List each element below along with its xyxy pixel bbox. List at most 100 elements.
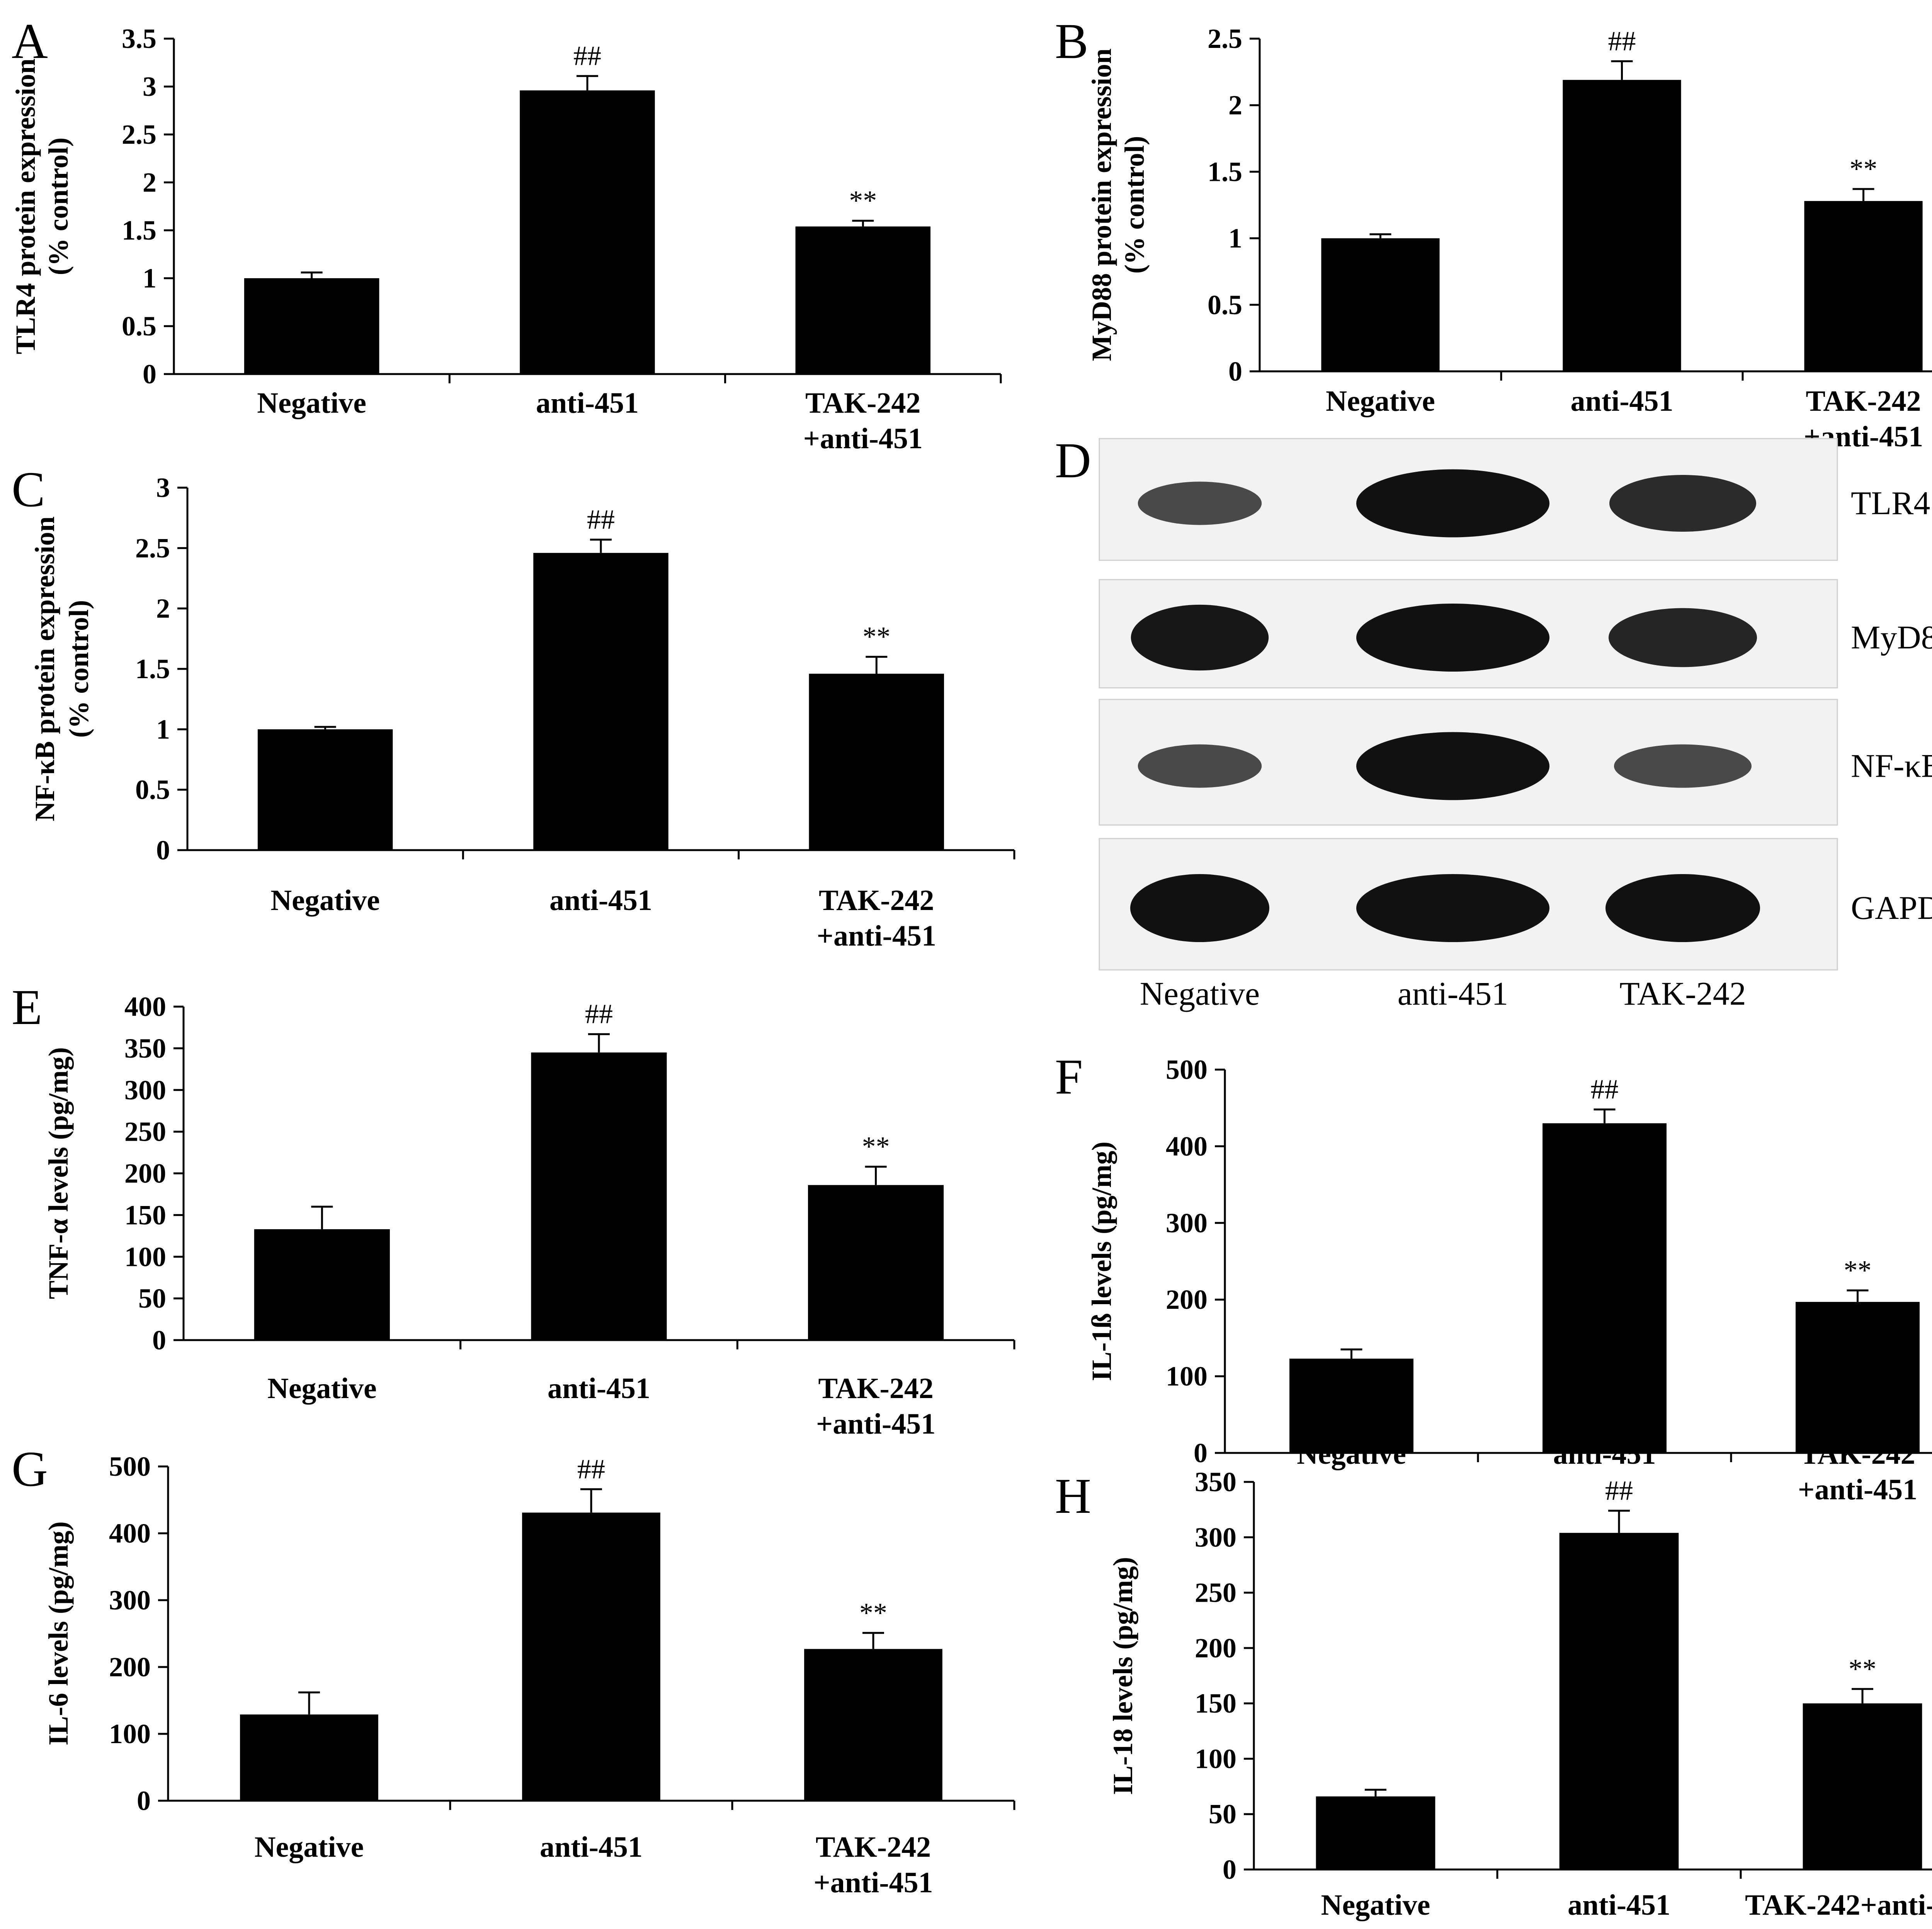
y-tick-label: 250 — [124, 1116, 166, 1147]
y-tick-label: 150 — [124, 1199, 166, 1230]
y-tick-label: 250 — [1195, 1577, 1236, 1608]
panel-letter: B — [1055, 14, 1088, 69]
y-tick-label: 300 — [124, 1075, 166, 1106]
panel-letter: E — [12, 980, 42, 1035]
y-tick-label: 3 — [143, 71, 156, 102]
y-tick-label: 400 — [124, 991, 166, 1022]
y-tick-label: 100 — [1166, 1361, 1208, 1392]
y-tick-label: 500 — [1166, 1054, 1208, 1085]
y-tick-label: 2 — [143, 167, 156, 198]
bar — [1803, 1703, 1922, 1869]
y-tick-label: 2.5 — [135, 532, 170, 563]
significance-label: ** — [1849, 1653, 1876, 1684]
y-tick-label: 3 — [156, 472, 170, 503]
y-tick-label: 0.5 — [122, 311, 156, 342]
category-label: anti-451 — [1568, 1889, 1670, 1921]
y-tick-label: 400 — [1166, 1131, 1208, 1162]
category-label: +anti-451 — [813, 1866, 933, 1899]
y-tick-label: 50 — [138, 1283, 166, 1314]
category-label: +anti-451 — [817, 920, 936, 952]
y-tick-label: 150 — [1195, 1688, 1236, 1719]
blot-band — [1130, 874, 1269, 942]
category-label: anti-451 — [549, 884, 652, 917]
blot-band — [1131, 604, 1269, 671]
y-tick-label: 100 — [109, 1718, 151, 1749]
y-tick-label: 350 — [1195, 1466, 1236, 1497]
y-tick-label: 1 — [143, 263, 156, 294]
category-label: Negative — [1326, 385, 1435, 417]
panel-letter: H — [1055, 1468, 1091, 1524]
category-label: anti-451 — [536, 387, 639, 419]
significance-label: ## — [585, 999, 613, 1029]
blot-band — [1609, 475, 1756, 532]
chart-panel-C: C 0 0.5 1 1.5 2 2.5 3 Negative ## anti-451 ** TAK-24… — [12, 462, 1015, 952]
y-tick-label: 350 — [124, 1033, 166, 1064]
category-label: Negative — [267, 1372, 377, 1405]
bar — [1796, 1302, 1920, 1453]
y-axis-label: IL-1ß levels (pg/mg) — [1086, 1141, 1117, 1381]
blot-band — [1356, 469, 1549, 538]
panel-letter: D — [1055, 433, 1091, 488]
category-label: anti-451 — [548, 1372, 650, 1405]
category-label: Negative — [257, 387, 366, 419]
y-tick-label: 3.5 — [122, 23, 156, 54]
category-label: anti-451 — [1571, 385, 1673, 417]
panel-letter: A — [12, 14, 48, 69]
category-label: +anti-451 — [803, 422, 923, 455]
bar — [1289, 1358, 1413, 1453]
y-axis-label: (% control) — [43, 138, 74, 276]
y-tick-label: 0 — [143, 359, 156, 390]
blot-band — [1356, 732, 1549, 800]
blot-band — [1356, 604, 1549, 672]
bar — [257, 729, 393, 850]
chart-panel-H: H 0 50 100 150 200 250 300 350 Negative ## anti-451… — [1055, 1466, 1932, 1921]
y-tick-label: 0 — [152, 1325, 166, 1356]
blot-lane-label: anti-451 — [1398, 975, 1509, 1012]
category-label: Negative — [1321, 1889, 1430, 1921]
panel-letter: F — [1055, 1049, 1083, 1105]
blot-row-label: GAPDH — [1851, 889, 1932, 926]
y-tick-label: 400 — [109, 1518, 151, 1549]
blot-band — [1138, 481, 1262, 525]
y-tick-label: 0 — [1223, 1854, 1236, 1885]
blot-lane-label: Negative — [1140, 975, 1260, 1012]
bar — [808, 1185, 944, 1340]
chart-panel-B: B 0 0.5 1 1.5 2 2.5 Negative ## anti-451 ** TAK-242… — [1055, 14, 1932, 453]
blot-row-label: MyD88 — [1851, 619, 1932, 656]
category-label: +anti-451 — [1798, 1473, 1917, 1506]
blot-row-label: TLR4 — [1851, 485, 1930, 522]
y-axis-label: IL-18 levels (pg/mg) — [1107, 1557, 1138, 1795]
y-axis-label: (% control) — [63, 600, 94, 738]
y-tick-label: 100 — [1195, 1743, 1236, 1774]
significance-label: ## — [573, 41, 601, 71]
bar — [522, 1512, 660, 1801]
bar — [533, 553, 668, 850]
blot-band — [1605, 874, 1760, 942]
y-tick-label: 1 — [1228, 223, 1242, 254]
western-blot-panel: D TLR4 MyD88 NF-κB GAPDH Negative anti-451 TAK-… — [1055, 433, 1932, 1012]
y-tick-label: 200 — [1166, 1284, 1208, 1315]
bar — [240, 1714, 378, 1801]
category-label: Negative — [1297, 1438, 1406, 1470]
y-tick-label: 100 — [124, 1241, 166, 1272]
y-axis-label: IL-6 levels (pg/mg) — [43, 1521, 74, 1745]
y-axis-label: NF-κB protein expression — [29, 516, 60, 821]
chart-panel-E: E 0 50 100 150 200 250 300 350 400 Negative ## anti-… — [12, 980, 1015, 1440]
significance-label: ## — [577, 1454, 605, 1485]
bar — [1321, 238, 1440, 371]
chart-panel-G: G 0 100 200 300 400 500 Negative ## anti-451 ** TAK… — [12, 1441, 1015, 1899]
y-tick-label: 0.5 — [1208, 289, 1242, 320]
significance-label: ** — [859, 1597, 887, 1628]
y-tick-label: 1.5 — [122, 215, 156, 246]
chart-panel-A: A 0 0.5 1 1.5 2 2.5 3 3.5 Negative ## anti-451 ** TAK… — [10, 14, 1002, 455]
significance-label: ** — [862, 621, 890, 652]
y-tick-label: 1.5 — [1208, 156, 1242, 187]
y-axis-label: (% control) — [1119, 136, 1150, 274]
y-tick-label: 200 — [124, 1158, 166, 1189]
bar — [1543, 1123, 1667, 1453]
bar — [531, 1052, 667, 1340]
y-tick-label: 2 — [1228, 90, 1242, 121]
blot-lane-label: TAK-242 — [1619, 975, 1746, 1012]
bar — [804, 1649, 942, 1801]
y-tick-label: 300 — [109, 1585, 151, 1616]
